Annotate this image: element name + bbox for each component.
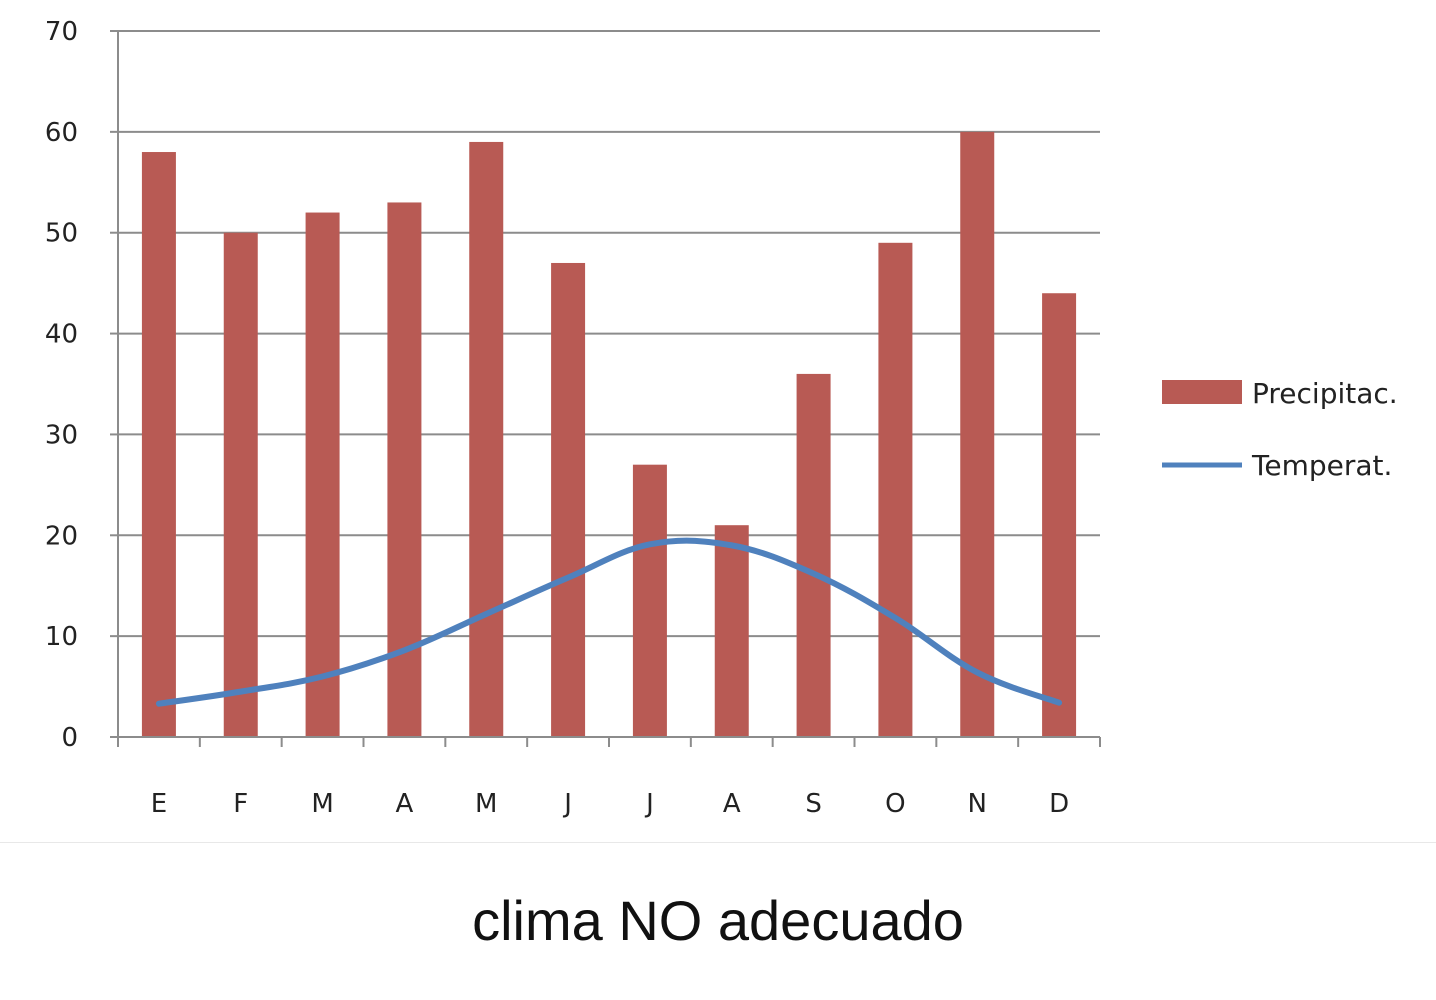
separator — [0, 842, 1436, 843]
precipitation-bar — [305, 212, 340, 738]
x-tick-label: D — [1049, 789, 1069, 819]
y-tick-label: 40 — [45, 320, 78, 350]
precipitation-bar — [960, 131, 995, 737]
x-tick-label: J — [562, 789, 572, 819]
gridlines — [118, 30, 1100, 638]
y-tick-label: 30 — [45, 420, 78, 450]
y-tick-label: 20 — [45, 521, 78, 551]
precipitation-bar — [551, 262, 586, 737]
precipitation-bar — [714, 525, 749, 737]
x-tick-label: F — [233, 789, 248, 819]
legend-precipitation-label: Precipitac. — [1252, 377, 1398, 410]
precipitation-bar — [878, 242, 913, 738]
x-tick-label: A — [396, 789, 414, 819]
y-tick-label: 50 — [45, 219, 78, 249]
legend-precipitation-swatch — [1162, 380, 1242, 404]
y-tick-label: 70 — [45, 17, 78, 47]
legend: Precipitac. Temperat. — [1162, 377, 1398, 482]
x-tick-label: E — [151, 789, 167, 819]
x-tick-label: M — [475, 789, 497, 819]
precipitation-bar — [796, 373, 831, 737]
y-tick-label: 10 — [45, 622, 78, 652]
x-tick-label: A — [723, 789, 741, 819]
y-tick-labels: 0 10 20 30 40 50 60 70 — [45, 17, 118, 753]
legend-temperature-label: Temperat. — [1251, 449, 1392, 482]
chart-caption: clima NO adecuado — [472, 889, 964, 952]
precipitation-bars — [141, 131, 1077, 738]
x-tick-label: N — [968, 789, 987, 819]
precipitation-bar — [223, 232, 258, 737]
precipitation-bar — [141, 152, 176, 737]
axes — [117, 31, 1100, 738]
x-tick-label: S — [805, 789, 822, 819]
x-tick-label: J — [644, 789, 654, 819]
precipitation-bar — [469, 141, 504, 737]
y-tick-label: 0 — [61, 723, 78, 753]
x-tick-label: M — [311, 789, 333, 819]
temperature-line — [155, 537, 1063, 707]
climate-chart: 0 10 20 30 40 50 60 70 E F M A M J J A S O N D Precipitac.… — [45, 17, 1398, 819]
x-tick-label: O — [885, 789, 905, 819]
y-tick-label: 60 — [45, 118, 78, 148]
precipitation-bar — [1042, 293, 1077, 737]
precipitation-bar — [632, 464, 667, 737]
